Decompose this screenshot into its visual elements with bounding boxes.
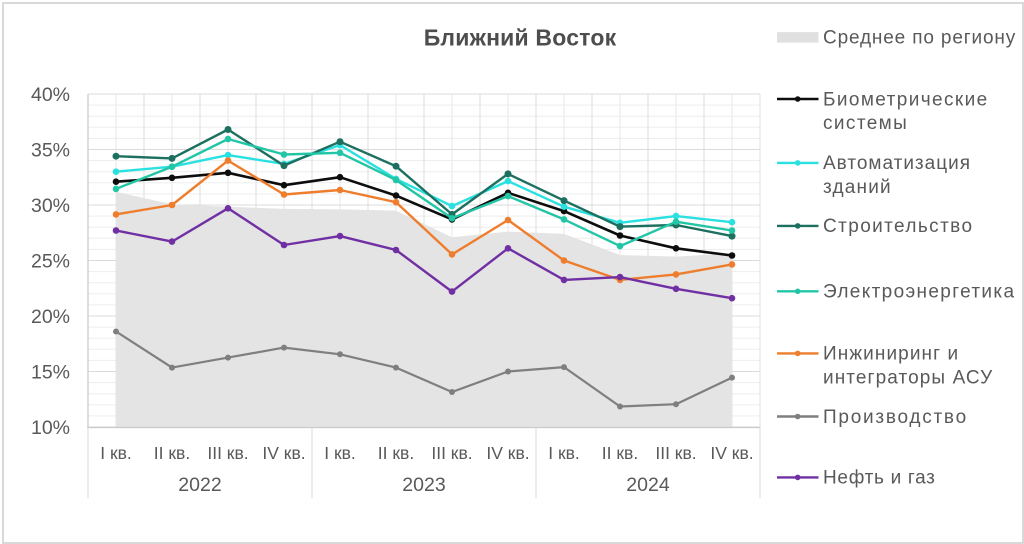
svg-text:15%: 15% [31, 361, 70, 383]
svg-text:III кв.: III кв. [431, 443, 472, 463]
svg-text:IV кв.: IV кв. [262, 443, 305, 463]
svg-text:Автоматизация: Автоматизация [823, 153, 971, 174]
svg-text:I кв.: I кв. [548, 443, 580, 463]
svg-text:30%: 30% [31, 195, 70, 217]
svg-text:I кв.: I кв. [324, 443, 356, 463]
svg-text:25%: 25% [31, 250, 70, 272]
svg-text:Среднее по региону: Среднее по региону [823, 28, 1016, 49]
svg-text:35%: 35% [31, 139, 70, 161]
svg-text:Биометрические: Биометрические [823, 89, 989, 110]
svg-text:системы: системы [823, 113, 908, 134]
svg-text:Электроэнергетика: Электроэнергетика [823, 282, 1015, 303]
svg-text:III кв.: III кв. [207, 443, 248, 463]
svg-text:40%: 40% [31, 84, 70, 106]
svg-text:10%: 10% [31, 417, 70, 439]
svg-text:зданий: зданий [823, 177, 892, 198]
svg-text:II кв.: II кв. [378, 443, 414, 463]
svg-text:интеграторы АСУ: интеграторы АСУ [823, 367, 993, 388]
svg-text:2023: 2023 [402, 474, 445, 496]
svg-text:IV кв.: IV кв. [710, 443, 753, 463]
svg-text:2024: 2024 [626, 474, 670, 496]
svg-text:Инжиниринг и: Инжиниринг и [823, 344, 959, 365]
svg-text:Строительство: Строительство [823, 216, 973, 237]
svg-text:I кв.: I кв. [100, 443, 132, 463]
svg-text:II кв.: II кв. [154, 443, 190, 463]
svg-text:Ближний Восток: Ближний Восток [424, 25, 617, 51]
svg-text:2022: 2022 [178, 474, 221, 496]
svg-text:II кв.: II кв. [602, 443, 638, 463]
svg-text:Нефть и газ: Нефть и газ [823, 468, 936, 489]
svg-text:III кв.: III кв. [655, 443, 696, 463]
svg-text:Производство: Производство [823, 407, 968, 428]
svg-text:IV кв.: IV кв. [486, 443, 529, 463]
svg-text:20%: 20% [31, 306, 70, 328]
